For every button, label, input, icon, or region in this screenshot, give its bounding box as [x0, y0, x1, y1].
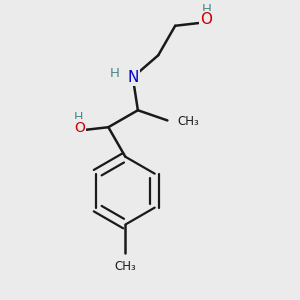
- Text: CH₃: CH₃: [177, 116, 199, 128]
- Text: N: N: [127, 70, 139, 85]
- Text: H: H: [74, 111, 83, 124]
- Text: H: H: [110, 67, 120, 80]
- Text: O: O: [74, 121, 85, 134]
- Text: H: H: [201, 3, 211, 16]
- Text: O: O: [200, 12, 212, 27]
- Text: CH₃: CH₃: [114, 260, 136, 273]
